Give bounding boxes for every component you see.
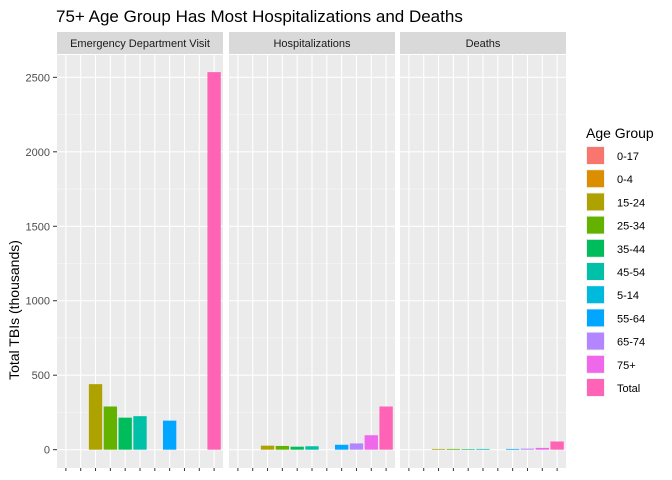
bar (260, 445, 275, 450)
facet-strip (229, 32, 395, 54)
legend-items: 0-17 0-4 15-24 25-34 35-44 45-54 5-14 55-64 65-7… (586, 146, 645, 397)
bar (349, 443, 364, 450)
legend-item: 35-44 (586, 238, 645, 258)
bar (118, 417, 132, 450)
legend-item: 65-74 (586, 331, 645, 351)
legend-item: Total (586, 378, 640, 397)
legend-label: 35-44 (617, 244, 645, 256)
bar (133, 416, 147, 450)
bar (520, 448, 535, 450)
y-tick-label: 0 (44, 445, 50, 457)
bar (334, 444, 349, 450)
bar (290, 446, 304, 450)
bar (275, 445, 290, 450)
legend-item: 55-64 (586, 308, 645, 328)
legend-swatch (587, 216, 604, 234)
legend-title: Age Group (586, 125, 654, 141)
facet-strip (57, 32, 223, 54)
bar (535, 447, 549, 450)
legend-swatch (587, 170, 604, 188)
legend-item: 5-14 (586, 285, 639, 305)
bar (364, 435, 378, 450)
bar (476, 448, 490, 450)
bar (379, 406, 393, 450)
y-tick-label: 1500 (26, 221, 50, 233)
bar (505, 448, 520, 450)
y-tick-label: 2500 (26, 72, 50, 84)
legend-item: 25-34 (586, 215, 645, 235)
legend-item: 45-54 (586, 262, 645, 281)
bar (431, 448, 446, 450)
legend-label: 75+ (617, 360, 636, 372)
legend-label: 45-54 (617, 267, 645, 279)
legend-label: 5-14 (617, 290, 639, 302)
bar (162, 420, 177, 450)
bar (88, 384, 103, 450)
facet-strip-label: Hospitalizations (273, 38, 351, 50)
legend-swatch (587, 332, 604, 350)
legend-item: 0-4 (586, 169, 633, 189)
legend-swatch (587, 379, 604, 396)
legend: Age Group 0-17 0-4 15-24 25-34 35-44 45-54 5-1… (586, 125, 654, 397)
facet-strip-label: Emergency Department Visit (70, 38, 210, 50)
facet-panel: Hospitalizations (229, 32, 395, 471)
facet-strip (400, 32, 566, 54)
bar (305, 446, 319, 450)
facet-strip-label: Deaths (466, 38, 501, 50)
facet-panels: Emergency Department Visit Hospitalizatio… (57, 32, 566, 471)
legend-swatch (587, 193, 604, 211)
legend-swatch (587, 263, 604, 280)
legend-label: 55-64 (617, 313, 645, 325)
legend-label: Total (617, 383, 640, 395)
y-axis-title: Total TBIs (thousands) (6, 240, 22, 380)
legend-label: 65-74 (617, 337, 645, 349)
y-axis: 0 500 1000 1500 2000 2500 (26, 72, 57, 457)
y-tick-label: 1000 (26, 296, 50, 308)
legend-swatch (587, 239, 604, 257)
legend-label: 25-34 (617, 221, 645, 233)
legend-item: 75+ (586, 354, 636, 374)
legend-label: 15-24 (617, 197, 645, 209)
legend-swatch (587, 309, 604, 327)
bar (207, 72, 221, 450)
bar (461, 449, 475, 450)
legend-swatch (587, 147, 604, 164)
legend-item: 15-24 (586, 192, 645, 212)
legend-label: 0-17 (617, 151, 639, 163)
bar (550, 441, 564, 450)
bar (103, 406, 118, 450)
bar (446, 448, 461, 450)
legend-swatch (587, 355, 604, 373)
chart-title: 75+ Age Group Has Most Hospitalizations … (56, 7, 463, 26)
y-tick-label: 2000 (26, 147, 50, 159)
legend-swatch (587, 286, 604, 304)
facet-panel: Deaths (400, 32, 566, 471)
legend-item: 0-17 (586, 146, 639, 165)
legend-label: 0-4 (617, 174, 633, 186)
facet-panel: Emergency Department Visit (57, 32, 223, 471)
y-tick-label: 500 (32, 370, 50, 382)
